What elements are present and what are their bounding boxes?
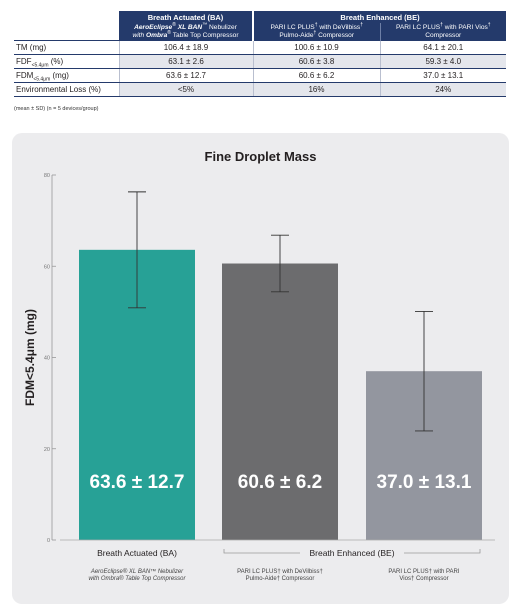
- y-tick-label: 80: [44, 173, 50, 179]
- device-header-be1: PARI LC PLUS† with DeVilbiss† Pulmo-Aide…: [252, 22, 380, 41]
- table-footnote: (mean ± SD) (n = 5 devices/group): [14, 106, 99, 112]
- cell-be1: 16%: [252, 82, 380, 97]
- bar-category-label: AeroEclipse® XL BAN™ Nebulizer: [90, 568, 184, 575]
- cell-be2: 24%: [379, 82, 506, 97]
- device-header-be2: PARI LC PLUS† with PARI Vios† Compressor: [379, 22, 506, 41]
- cell-be1: 60.6 ± 3.8: [252, 54, 380, 69]
- results-table: Breath Actuated (BA) Breath Enhanced (BE…: [14, 11, 506, 97]
- chart-title: Fine Droplet Mass: [204, 149, 317, 164]
- y-tick-label: 40: [44, 356, 50, 362]
- group-label-be: Breath Enhanced (BE): [309, 548, 394, 558]
- y-tick-label: 60: [44, 264, 50, 270]
- table-row: FDM<5.4μm (mg) 63.6 ± 12.7 60.6 ± 6.2 37…: [14, 68, 506, 83]
- row-label: Environmental Loss (%): [14, 82, 119, 97]
- bar-category-label: Vios† Compressor: [399, 576, 448, 582]
- bar-category-label: PARI LC PLUS† with DeVilbiss†: [237, 569, 323, 575]
- bar: [222, 263, 338, 540]
- y-tick-label: 20: [44, 447, 50, 453]
- row-label: TM (mg): [14, 40, 119, 55]
- y-tick-label: 0: [47, 538, 50, 544]
- cell-be1: 100.6 ± 10.9: [252, 40, 380, 55]
- group-header-be: Breath Enhanced (BE): [252, 11, 506, 23]
- row-label: FDF<5.4μm (%): [14, 54, 119, 69]
- cell-be2: 59.3 ± 4.0: [379, 54, 506, 69]
- cell-be2: 64.1 ± 20.1: [379, 40, 506, 55]
- row-label: FDM<5.4μm (mg): [14, 68, 119, 83]
- bar-category-label: with Ombra® Table Top Compressor: [88, 575, 186, 582]
- group-bracket-right: [404, 549, 481, 554]
- table-row: TM (mg) 106.4 ± 18.9 100.6 ± 10.9 64.1 ±…: [14, 40, 506, 55]
- table-row: FDF<5.4μm (%) 63.1 ± 2.6 60.6 ± 3.8 59.3…: [14, 54, 506, 69]
- cell-be2: 37.0 ± 13.1: [379, 68, 506, 83]
- bar-value-label: 63.6 ± 12.7: [90, 472, 185, 493]
- bar-category-label: Pulmo-Aide† Compressor: [246, 576, 315, 582]
- chart-panel: Fine Droplet Mass 0 20 40 60 80 FDM<5.4μm (mg…: [12, 133, 509, 604]
- table-row: Environmental Loss (%) <5% 16% 24%: [14, 82, 506, 97]
- bar-value-label: 37.0 ± 13.1: [377, 472, 472, 493]
- group-header-ba: Breath Actuated (BA): [119, 11, 253, 23]
- bar-value-label: 60.6 ± 6.2: [238, 472, 322, 493]
- cell-ba: 63.6 ± 12.7: [118, 68, 253, 83]
- cell-ba: 106.4 ± 18.9: [118, 40, 253, 55]
- cell-be1: 60.6 ± 6.2: [252, 68, 380, 83]
- cell-ba: 63.1 ± 2.6: [118, 54, 253, 69]
- device-header-ba: AeroEclipse® XL BAN™ Nebulizer with Ombr…: [119, 22, 253, 41]
- y-axis-label: FDM<5.4μm (mg): [23, 309, 37, 406]
- bar-chart: 0 20 40 60 80 FDM<5.4μm (mg) 63.6 ± 12.7 60.6 ±…: [23, 173, 495, 582]
- group-label-ba: Breath Actuated (BA): [97, 548, 177, 558]
- bar-category-label: PARI LC PLUS† with PARI: [388, 569, 459, 575]
- group-bracket-left: [223, 549, 300, 554]
- cell-ba: <5%: [118, 82, 253, 97]
